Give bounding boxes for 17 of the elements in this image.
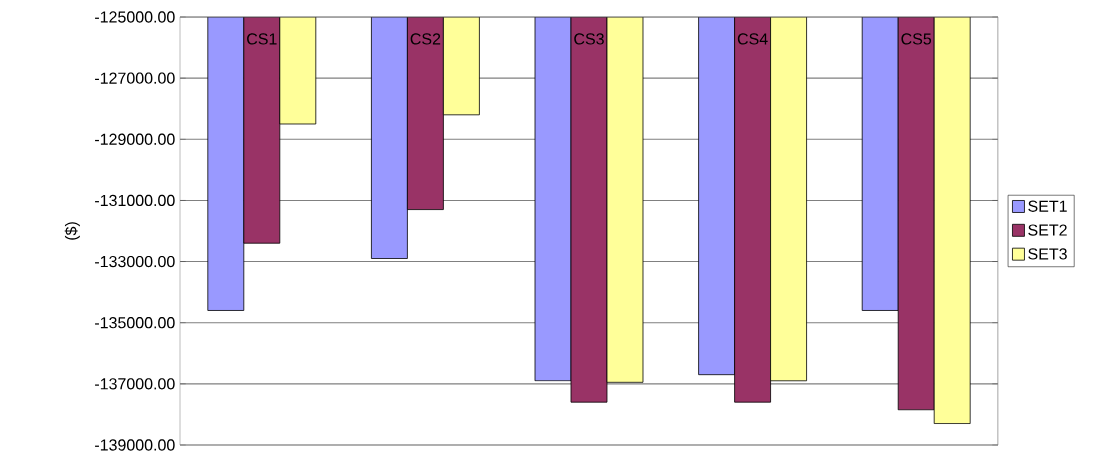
y-tick-label: -125000.00	[95, 11, 175, 23]
x-tick-label: CS5	[901, 33, 932, 45]
y-tick-label: -137000.00	[95, 378, 175, 390]
x-tick-label: CS1	[247, 33, 277, 45]
y-tick-label: -131000.00	[95, 194, 175, 207]
x-tick-label: CS3	[574, 33, 604, 45]
y-tick-label: -133000.00	[95, 255, 175, 268]
y-tick-label: -127000.00	[95, 72, 175, 84]
legend-label: SET3	[1028, 248, 1067, 260]
y-tick-label: -135000.00	[95, 317, 175, 329]
x-tick-label: CS4	[737, 33, 768, 45]
y-tick-label: -129000.00	[95, 133, 175, 145]
x-tick-label: CS2	[410, 33, 441, 45]
y-tick-label: -139000.00	[95, 439, 175, 451]
legend-label: SET1	[1028, 200, 1067, 212]
legend-label: SET2	[1028, 224, 1067, 236]
y-axis-title: ($)	[64, 222, 80, 240]
